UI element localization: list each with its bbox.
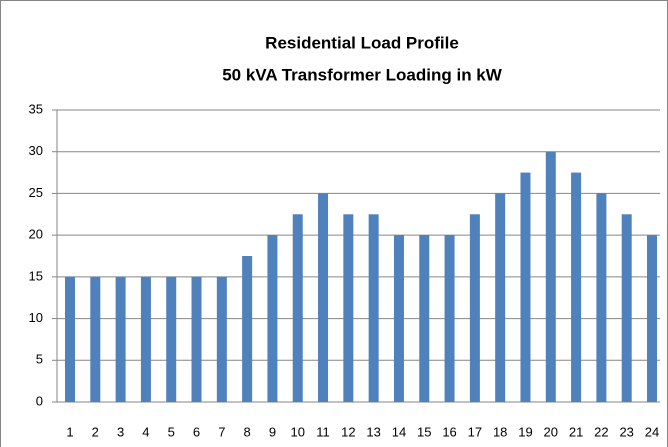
bar — [318, 193, 329, 402]
bar — [419, 235, 430, 402]
x-tick-label: 21 — [569, 424, 583, 439]
y-tick-label: 10 — [29, 310, 43, 325]
x-tick-label: 5 — [168, 424, 175, 439]
bar — [368, 214, 379, 402]
bar — [242, 256, 253, 402]
y-tick-label: 35 — [29, 101, 43, 116]
bar — [444, 235, 455, 402]
x-tick-label: 12 — [341, 424, 355, 439]
x-tick-label: 10 — [291, 424, 305, 439]
bar — [571, 172, 582, 402]
x-tick-label: 15 — [417, 424, 431, 439]
x-tick-label: 11 — [316, 424, 330, 439]
bar — [495, 193, 506, 402]
x-tick-label: 18 — [493, 424, 507, 439]
x-tick-label: 2 — [92, 424, 99, 439]
x-tick-label: 19 — [518, 424, 532, 439]
y-tick-label: 15 — [29, 268, 43, 283]
chart-title: Residential Load Profile — [265, 33, 459, 52]
bar — [90, 276, 101, 402]
chart-subtitle: 50 kVA Transformer Loading in kW — [222, 65, 503, 84]
bar — [216, 276, 227, 402]
bar — [520, 172, 531, 402]
bar — [191, 276, 202, 402]
y-tick-label: 0 — [36, 393, 43, 408]
bar — [140, 276, 151, 402]
y-tick-label: 5 — [36, 352, 43, 367]
x-tick-label: 13 — [366, 424, 380, 439]
x-tick-label: 3 — [117, 424, 124, 439]
x-tick-label: 6 — [193, 424, 200, 439]
bar — [292, 214, 303, 402]
x-tick-label: 9 — [269, 424, 276, 439]
bar — [469, 214, 480, 402]
bar — [65, 276, 75, 402]
bar — [115, 276, 126, 402]
bar — [596, 193, 607, 402]
x-tick-label: 14 — [392, 424, 406, 439]
bar — [166, 276, 177, 402]
x-tick-label: 4 — [142, 424, 149, 439]
x-tick-label: 1 — [66, 424, 73, 439]
y-tick-label: 20 — [29, 227, 43, 242]
y-tick-label: 30 — [29, 143, 43, 158]
x-tick-label: 23 — [619, 424, 633, 439]
x-tick-label: 17 — [468, 424, 482, 439]
x-tick-label: 16 — [442, 424, 456, 439]
bar — [545, 151, 556, 402]
bar — [621, 214, 632, 402]
bar — [647, 235, 657, 402]
x-tick-label: 8 — [244, 424, 251, 439]
x-tick-label: 22 — [594, 424, 608, 439]
x-tick-label: 24 — [645, 424, 659, 439]
bar — [267, 235, 278, 402]
bar — [343, 214, 354, 402]
x-tick-label: 20 — [544, 424, 558, 439]
bar — [393, 235, 404, 402]
x-tick-label: 7 — [218, 424, 225, 439]
y-tick-label: 25 — [29, 185, 43, 200]
